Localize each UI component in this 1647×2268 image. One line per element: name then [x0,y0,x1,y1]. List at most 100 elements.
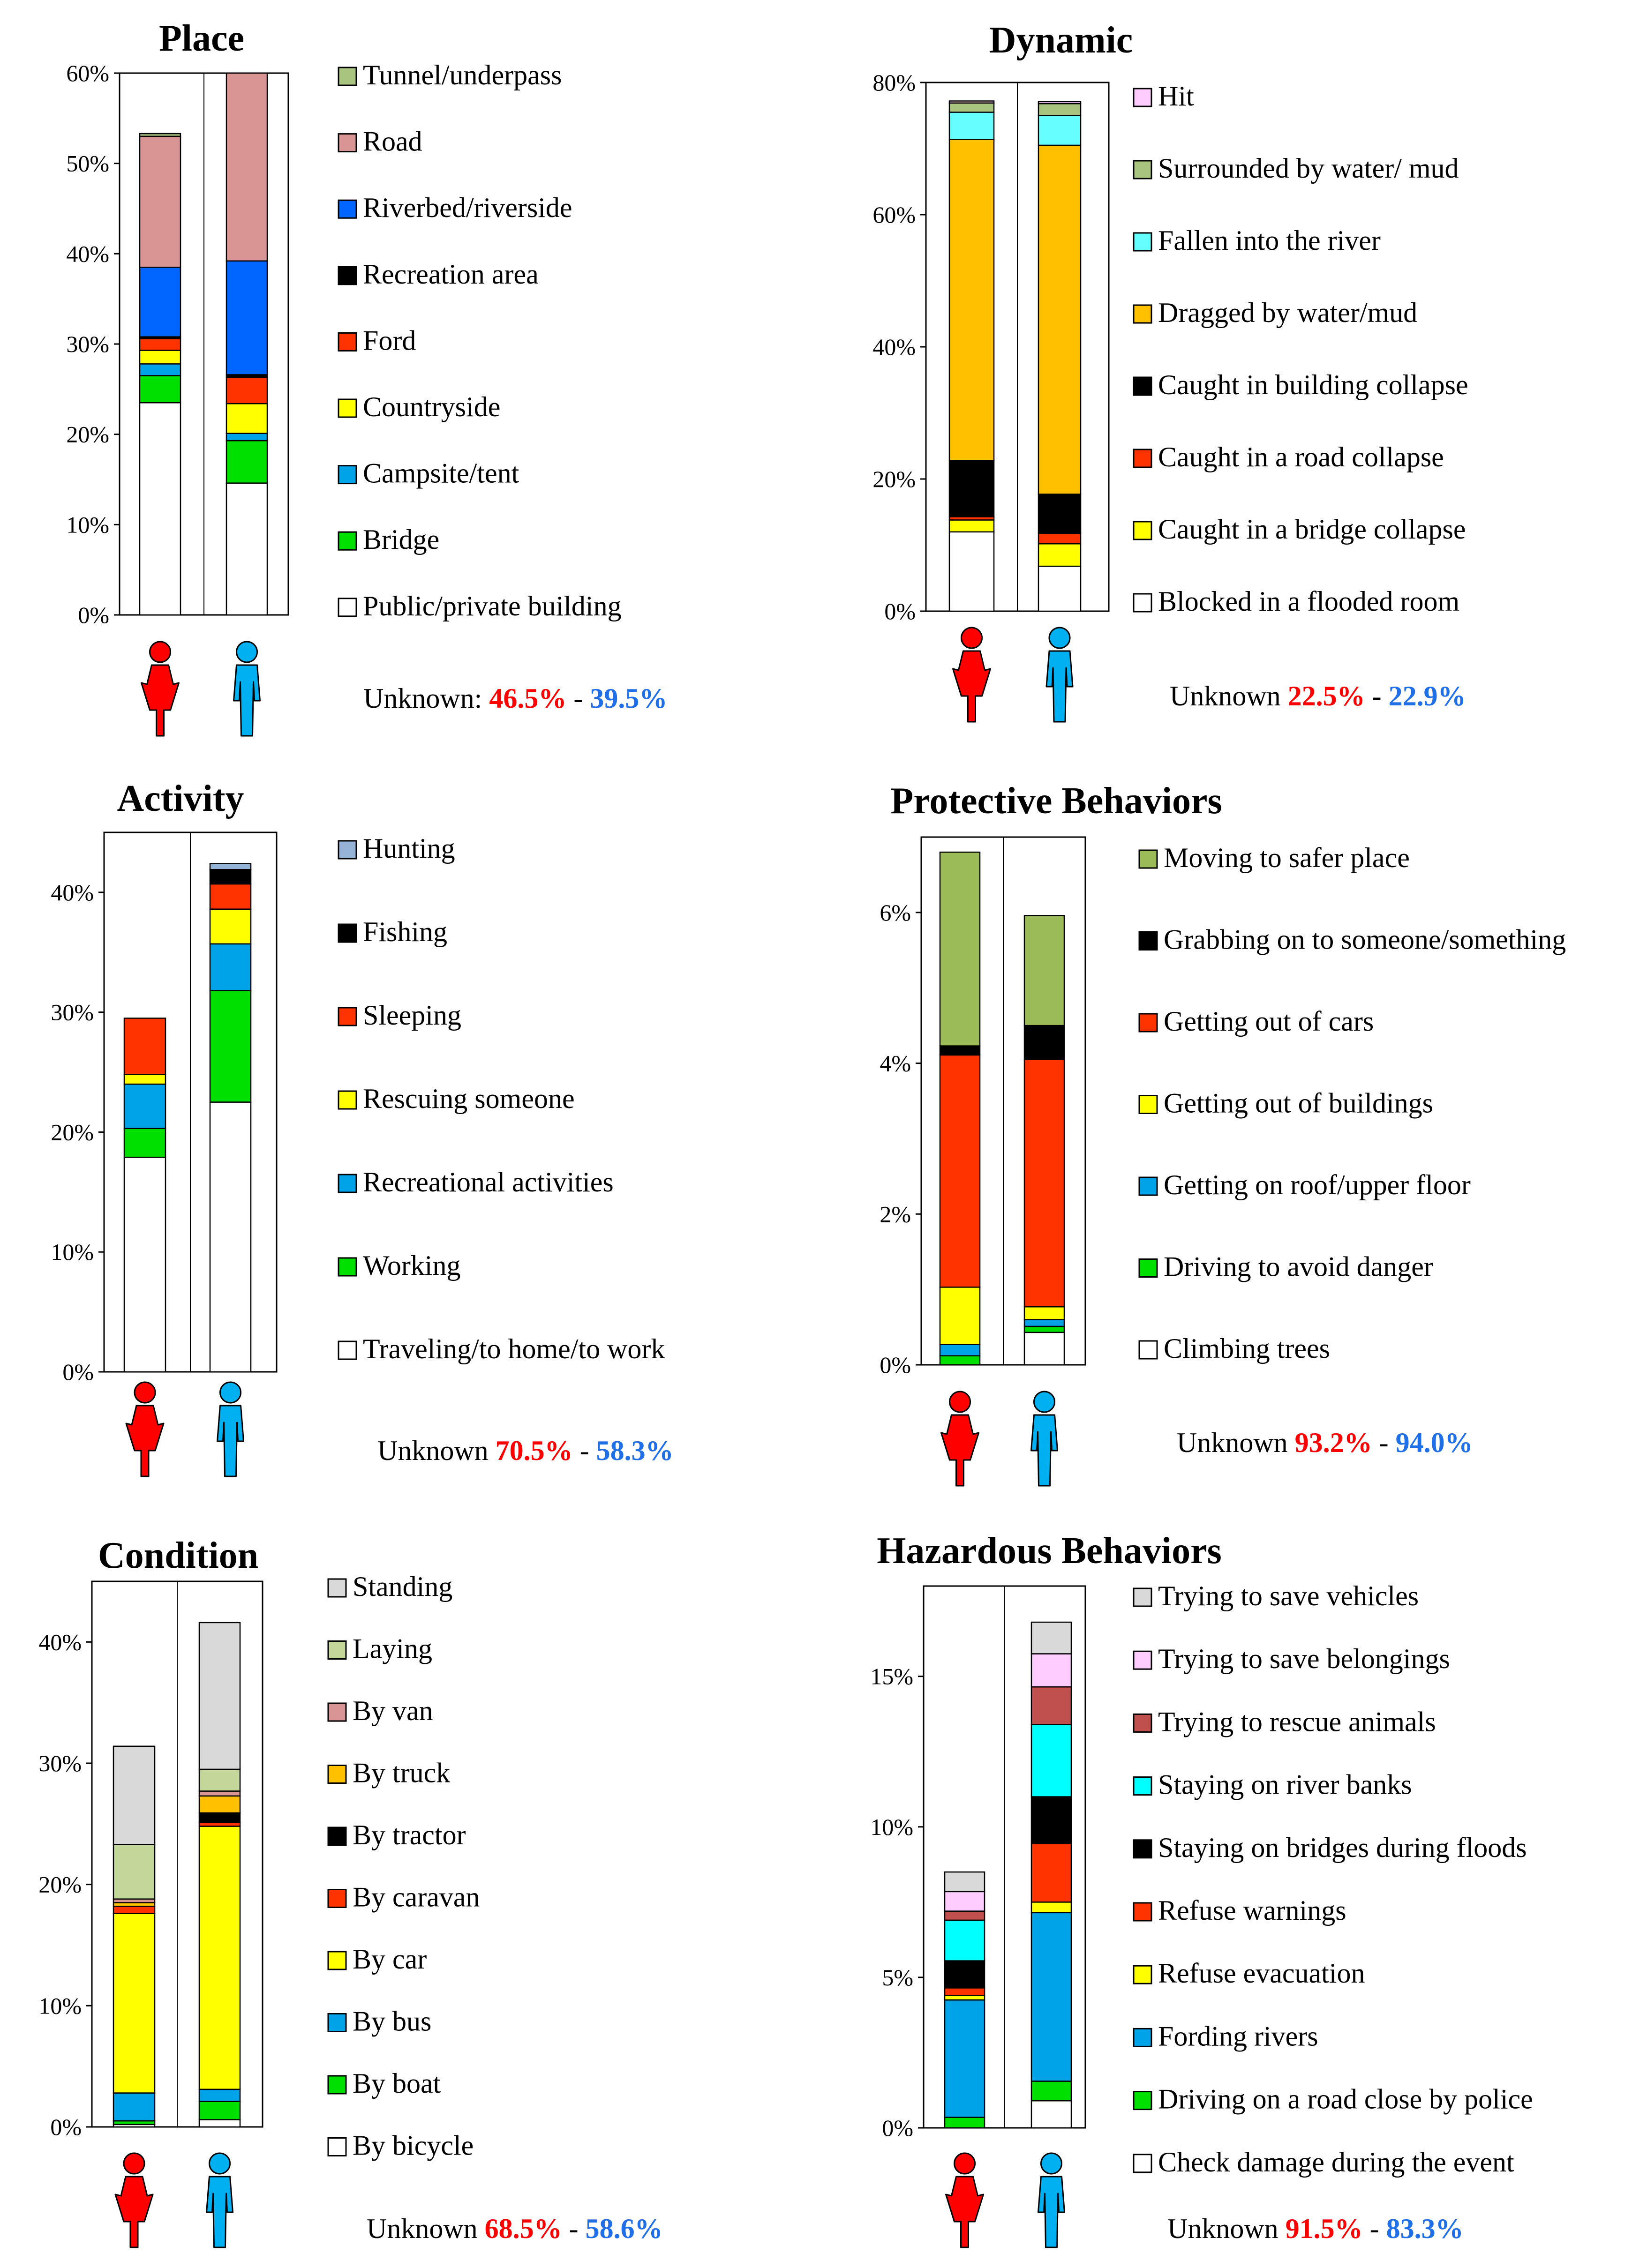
legend-item: By boat [327,2068,441,2099]
bar-segment [1038,494,1082,534]
bar-segment [1038,115,1082,146]
bar-segment [226,260,268,375]
legend-label: Staying on bridges during floods [1158,1832,1527,1863]
bar-segment [939,851,981,1047]
legend-item: Recreation area [338,259,539,290]
legend-item: Getting out of buildings [1138,1088,1433,1119]
bar-segment [139,363,181,376]
unknown-label: Unknown [367,2213,485,2244]
male-head [219,1381,241,1404]
female-body [945,2176,984,2248]
y-tick-label: 40% [66,240,109,267]
legend-swatch [338,923,357,943]
legend-swatch [1133,1965,1152,1984]
legend-swatch [1133,1650,1152,1670]
bar-segment [1030,1653,1072,1688]
legend-label: Dragged by water/mud [1158,297,1417,328]
bar-segment [198,2119,241,2128]
legend-swatch [327,1826,347,1846]
y-tick-label: 30% [51,999,94,1025]
chart-dynamic: Dynamic 0% 20% 40% 60% 80% Hit Surrounded by wa… [872,20,1468,723]
legend-swatch [1133,521,1152,540]
bar-segment [198,1790,241,1797]
legend-item: Caught in building collapse [1133,369,1468,400]
y-tick-label: 6% [880,899,911,926]
bar-segment [198,2101,241,2120]
female-head [949,1391,971,1413]
bar-segment [198,1795,241,1814]
legend-label: By truck [353,1758,450,1789]
legend-swatch [1138,931,1158,951]
legend-label: Working [363,1250,460,1281]
legend-label: Campsite/tent [363,458,519,489]
y-tick-label: 10% [870,1814,913,1840]
unknown-text: Unknown 70.5% - 58.3% [377,1435,674,1466]
bar-segment [1023,1332,1065,1366]
bar-segment [123,1074,166,1085]
legend-item: Staying on river banks [1133,1769,1412,1800]
female-icon [952,627,991,723]
bar-segment [1030,1686,1072,1725]
legend-item: Getting out of cars [1138,1006,1374,1037]
legend-label: By tractor [353,1819,466,1850]
bar-segment [1038,532,1082,545]
bar-segment [198,2088,241,2102]
legend-swatch [327,1578,347,1598]
bar-segment [948,139,995,461]
unknown-label: Unknown: [363,683,489,714]
bar-segment [139,133,181,137]
legend-item: Tunnel/underpass [338,60,562,90]
legend-swatch [338,1257,357,1277]
bar-segment [226,482,268,616]
bar-segment [123,1083,166,1130]
bar-segment [209,863,252,870]
legend-item: Moving to safer place [1138,842,1410,873]
bar-segment [948,112,995,140]
bar-segment [198,1826,241,2090]
y-tick-label: 20% [51,1119,94,1145]
legend-label: Getting on roof/upper floor [1164,1169,1471,1200]
legend-swatch [1133,1839,1152,1859]
y-tick-label: 60% [872,202,916,228]
legend-item: Ford [338,325,416,356]
bar-segment [1023,1025,1065,1060]
bar-segment [198,1768,241,1792]
legend-swatch [1138,849,1158,869]
bar-segment [1030,1901,1072,1914]
bar-segment [113,1844,156,1900]
chart-title: Activity [117,778,244,819]
legend-label: Check damage during the event [1158,2147,1514,2178]
bar-segment [944,1995,985,2001]
legend-swatch [327,1702,347,1722]
bar-segment [226,72,268,262]
chart-title: Hazardous Behaviors [877,1530,1222,1572]
legend-swatch [1133,160,1152,180]
legend-item: Driving on a road close by police [1133,2084,1533,2115]
female-body [125,1405,165,1477]
legend-swatch [338,332,357,352]
legend-swatch [338,840,357,860]
male-icon [217,1381,244,1477]
female-icon [141,641,180,737]
y-tick-label: 0% [50,2114,82,2140]
unknown-label: Unknown [1170,681,1288,711]
unknown-separator: - [566,683,590,714]
legend-swatch [1138,1095,1158,1114]
legend-label: By van [353,1695,433,1726]
legend-item: Driving to avoid danger [1138,1251,1433,1282]
male-icon [1038,2152,1065,2248]
chart-title: Dynamic [989,20,1133,61]
legend-label: Ford [363,325,416,356]
bar-segment [209,1101,252,1373]
bar-segment [1023,1319,1065,1327]
y-tick-label: 0% [884,598,916,624]
legend-label: Rescuing someone [363,1083,575,1114]
legend-label: By bus [353,2006,431,2037]
y-tick-label: 4% [880,1050,911,1077]
female-head [149,641,171,663]
bar-segment [113,1905,156,1914]
legend-label: Recreational activities [363,1167,614,1198]
unknown-female-value: 70.5% [496,1435,573,1466]
legend-label: Recreation area [363,259,539,290]
y-tick-label: 0% [62,1359,94,1385]
